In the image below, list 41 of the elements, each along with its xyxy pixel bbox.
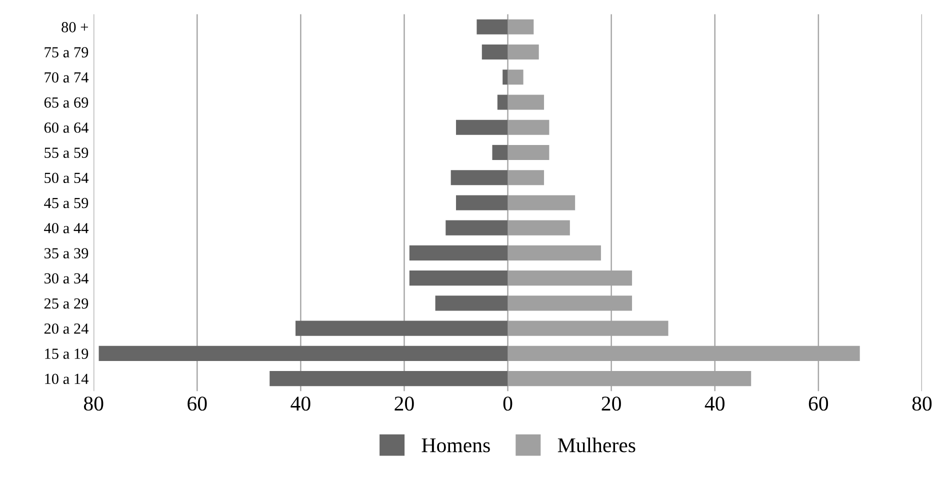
bar (435, 296, 508, 311)
y-tick-label: 50 a 54 (44, 172, 88, 184)
y-tick-label: 55 a 59 (44, 148, 88, 158)
x-tick-label: 20 (602, 396, 621, 411)
x-tick-label: 40 (704, 396, 724, 411)
bar (270, 371, 508, 386)
y-tick-label: 75 a 79 (44, 47, 88, 58)
bar (409, 245, 508, 261)
y-tick-label: 60 a 64 (44, 122, 88, 133)
bar (492, 144, 508, 160)
x-tick-label: 60 (808, 396, 828, 411)
y-tick-label: 70 a 74 (44, 72, 88, 83)
x-tick-label: 40 (290, 396, 310, 411)
bar (482, 44, 508, 60)
bar (497, 94, 508, 110)
x-tick-label: 80 (912, 396, 932, 411)
bar (456, 195, 508, 210)
bar (476, 19, 508, 34)
y-tick-label: 80 + (62, 22, 88, 32)
x-tick-label: 80 (84, 396, 104, 411)
y-tick-label: 65 a 69 (44, 97, 88, 108)
bar (409, 270, 508, 286)
bar (450, 170, 508, 186)
bar (502, 70, 508, 85)
y-tick-label: 15 a 19 (45, 348, 88, 359)
legend-label: Mulheres (558, 438, 636, 452)
bar (98, 346, 508, 361)
y-tick-label: 10 a 14 (45, 374, 88, 384)
bar (446, 220, 508, 236)
legend-label: Homens (422, 438, 490, 452)
y-tick-label: 35 a 39 (44, 248, 88, 258)
y-tick-label: 30 a 34 (44, 273, 88, 284)
y-tick-label: 45 a 59 (44, 198, 88, 208)
y-tick-label: 20 a 24 (44, 323, 88, 334)
y-tick-label: 40 a 44 (44, 222, 88, 234)
x-tick-label: 60 (188, 396, 207, 411)
bar (456, 120, 508, 135)
x-tick-label: 20 (394, 396, 414, 411)
x-tick-label: 0 (503, 396, 512, 411)
y-tick-label: 25 a 29 (44, 298, 88, 309)
bar (296, 320, 508, 336)
